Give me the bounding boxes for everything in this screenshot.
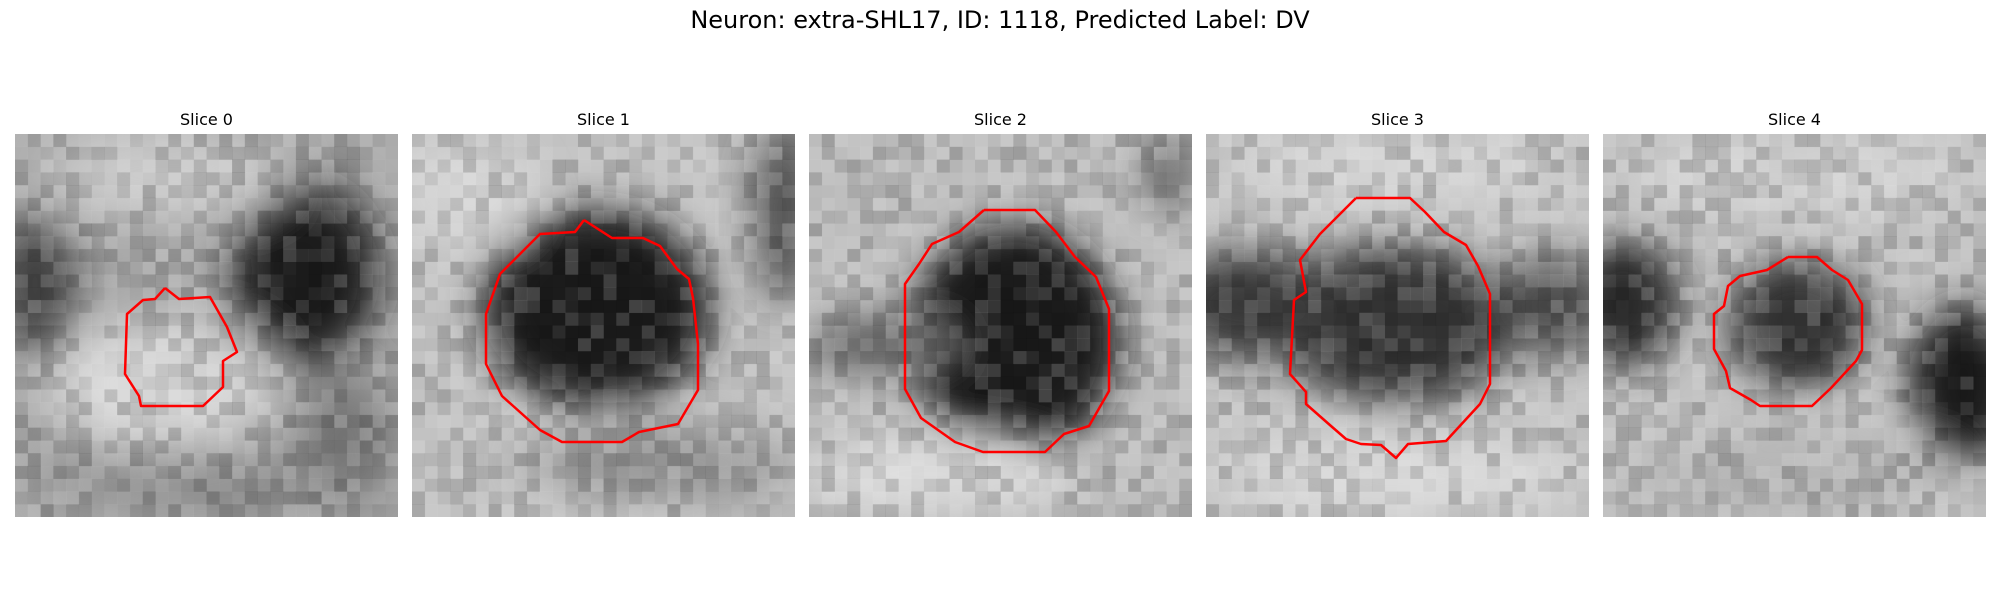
figure-title: Neuron: extra-SHL17, ID: 1118, Predicted… [690, 6, 1310, 34]
slice-image-0 [15, 134, 398, 517]
slice-image-2 [809, 134, 1192, 517]
slice-panel-1: Slice 1 [412, 108, 795, 517]
slice-title: Slice 1 [577, 110, 630, 129]
slice-title: Slice 2 [974, 110, 1027, 129]
slice-panel-2: Slice 2 [809, 108, 1192, 517]
slice-image-1 [412, 134, 795, 517]
slice-title: Slice 3 [1371, 110, 1424, 129]
slice-image-4 [1603, 134, 1986, 517]
slice-panel-0: Slice 0 [15, 108, 398, 517]
slice-title: Slice 4 [1768, 110, 1821, 129]
slice-title: Slice 0 [180, 110, 233, 129]
slice-panel-4: Slice 4 [1603, 108, 1986, 517]
slice-image-3 [1206, 134, 1589, 517]
slice-panel-3: Slice 3 [1206, 108, 1589, 517]
